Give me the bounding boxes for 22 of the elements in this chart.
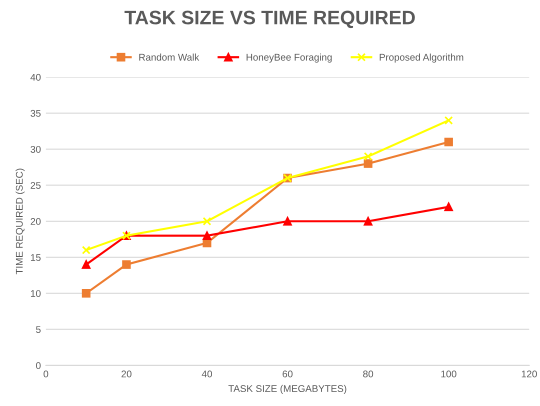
y-tick-label: 20 <box>30 218 41 225</box>
legend-label: HoneyBee Foraging <box>246 54 332 63</box>
legend-label: Proposed Algorithm <box>380 54 464 63</box>
x-tick-label: 20 <box>122 370 132 378</box>
x-tick-label: 80 <box>363 370 374 378</box>
y-tick-label: 5 <box>36 326 41 333</box>
legend-label: Random Walk <box>139 54 200 61</box>
y-tick-label: 30 <box>30 146 41 153</box>
y-tick-label: 15 <box>30 254 41 261</box>
x-tick-label: 0 <box>44 370 48 378</box>
y-axis-title: TIME REQUIRED (SEC) <box>16 168 25 274</box>
y-tick-label: 0 <box>36 362 41 370</box>
x-axis-title: TASK SIZE (MEGABYTES) <box>228 384 346 394</box>
y-tick-label: 10 <box>30 290 41 297</box>
x-tick-label: 100 <box>441 370 456 378</box>
y-tick-label: 25 <box>30 182 41 189</box>
y-tick-label: 35 <box>30 110 41 117</box>
x-tick-label: 120 <box>522 370 537 378</box>
y-tick-label: 40 <box>30 74 41 81</box>
chart-title: TASK SIZE VS TIME REQUIRED <box>124 10 415 28</box>
x-tick-label: 60 <box>282 370 293 378</box>
x-tick-label: 40 <box>202 370 212 378</box>
